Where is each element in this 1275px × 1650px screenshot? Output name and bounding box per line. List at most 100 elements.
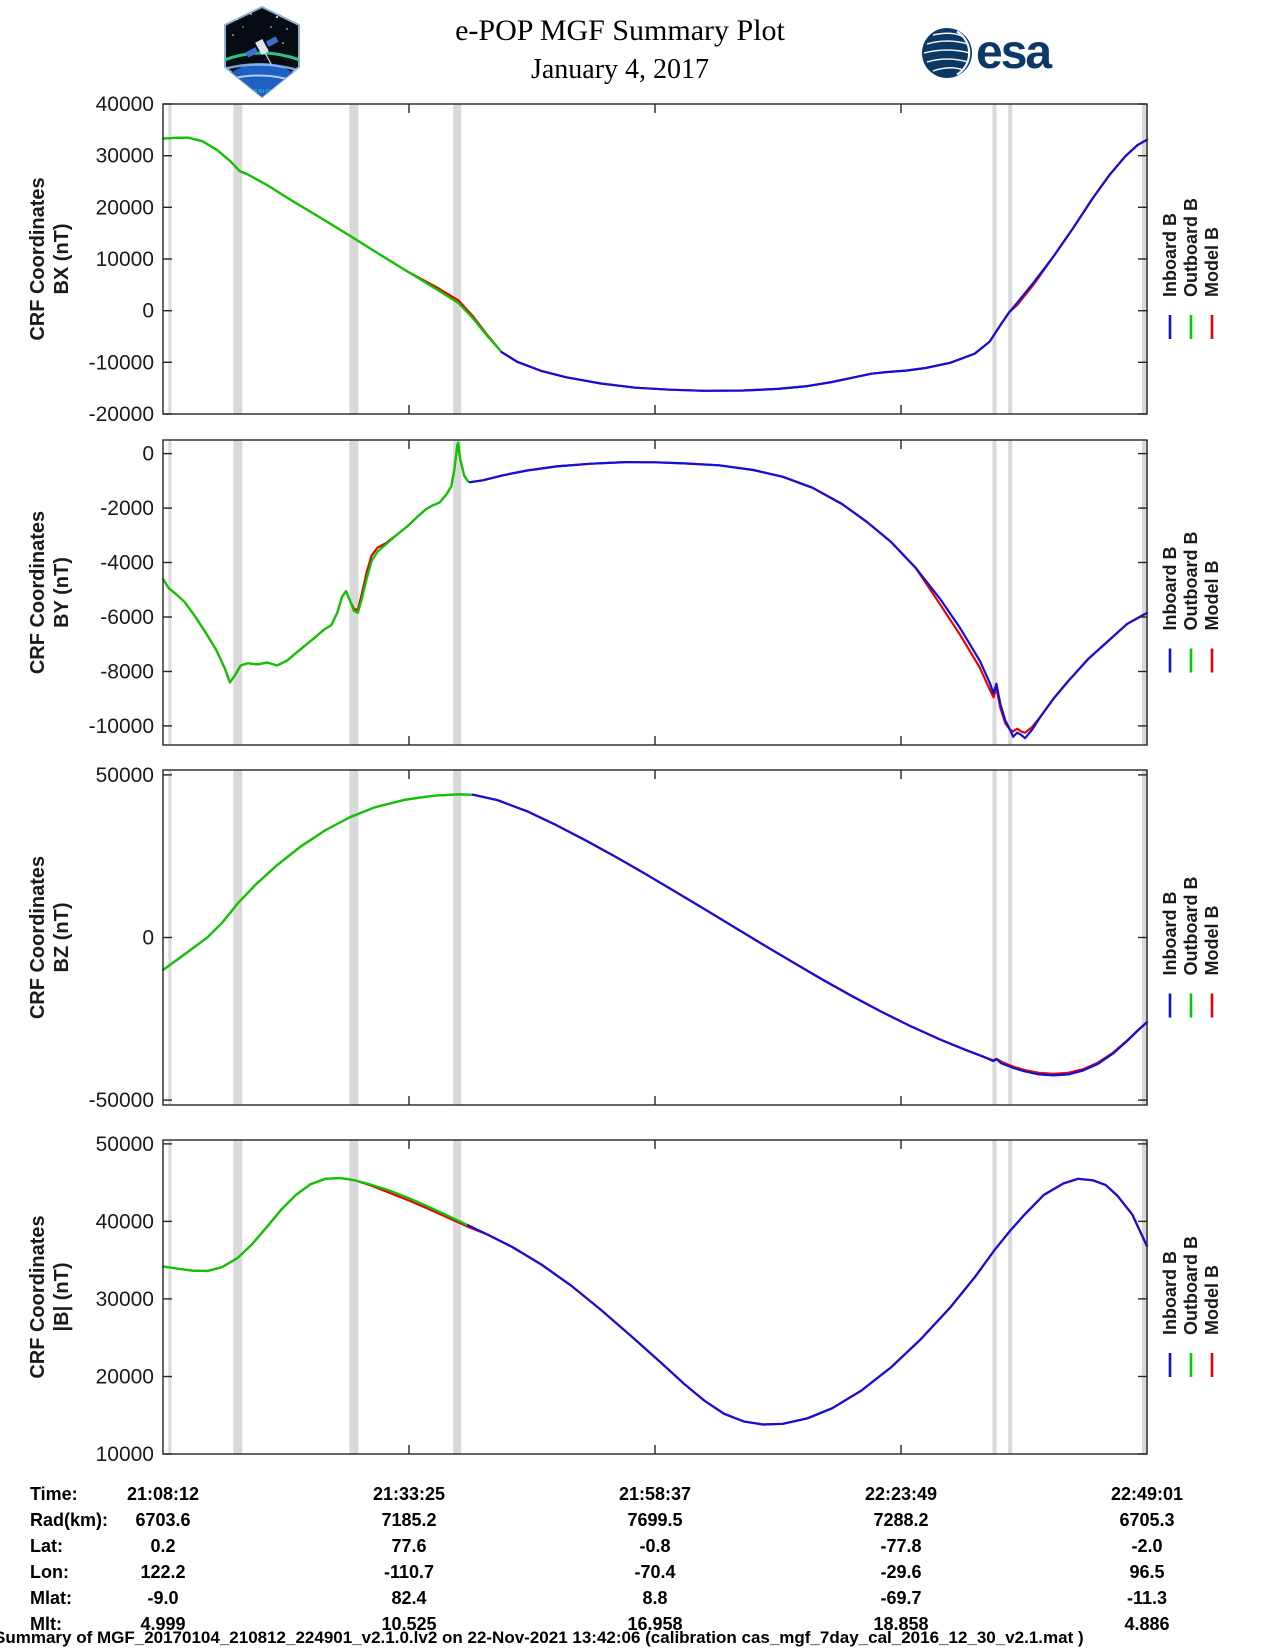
table-cell: 122.2	[140, 1562, 186, 1582]
data-gap-band	[453, 104, 462, 414]
data-gap-band	[1142, 1140, 1148, 1454]
table-cell: 4.886	[1124, 1614, 1170, 1634]
y-tick-label: -2000	[100, 497, 154, 520]
y-tick-label: -8000	[100, 661, 154, 684]
y-tick-label: -10000	[89, 351, 154, 374]
series-inboard-bmag	[466, 1177, 1149, 1426]
esa-globe-icon	[922, 28, 972, 78]
data-gap-band	[992, 1140, 997, 1454]
table-cell: -70.4	[634, 1562, 676, 1582]
mission-patch-logo: CASSIOPE	[221, 5, 303, 104]
y-tick-label: 50000	[96, 764, 154, 787]
table-cell: 16.958	[627, 1614, 683, 1634]
series-outboard-bx	[161, 136, 503, 354]
series-model-by	[161, 443, 1149, 734]
legend-label-inboard: Inboard B	[1160, 892, 1180, 976]
legend-label-outboard: Outboard B	[1181, 877, 1201, 976]
y-tick-label: 0	[142, 300, 154, 323]
y-tick-label: -4000	[100, 552, 154, 575]
data-gap-band	[453, 770, 462, 1105]
legend-label-model: Model B	[1202, 561, 1222, 631]
table-cell: -77.8	[880, 1536, 922, 1556]
data-gap-band	[168, 1140, 172, 1454]
y-tick-label: 40000	[96, 93, 154, 116]
y-tick-label: 20000	[96, 196, 154, 219]
table-row-radkm: Rad(km): 6703.6 7185.2 7699.5 7288.2 6705.3	[0, 1510, 1275, 1536]
table-cell: 21:58:37	[618, 1484, 692, 1504]
table-cell: 10.525	[381, 1614, 437, 1634]
data-gap-band	[1008, 770, 1013, 1105]
data-gap-band	[349, 770, 359, 1105]
table-cell: -11.3	[1126, 1588, 1168, 1608]
series-outboard-by	[161, 441, 472, 684]
table-row-lon: Lon: 122.2 -110.7 -70.4 -29.6 96.5	[0, 1562, 1275, 1588]
y-tick-label: 20000	[96, 1366, 154, 1389]
series-inboard-bz	[471, 793, 1149, 1077]
table-cell: 8.8	[642, 1588, 668, 1608]
table-cell: -29.6	[880, 1562, 922, 1582]
table-cell: 22:49:01	[1110, 1484, 1184, 1504]
data-gap-band	[453, 440, 462, 745]
data-gap-band	[1008, 104, 1013, 414]
table-cell: -0.8	[639, 1536, 671, 1556]
y-tick-label: 30000	[96, 145, 154, 168]
series-model-bmag	[161, 1176, 1149, 1426]
axis-label-bx-line1: CRF Coordinates	[27, 177, 49, 340]
table-cell: 0.2	[150, 1536, 176, 1556]
data-gap-band	[233, 440, 243, 745]
data-gap-band	[992, 440, 997, 745]
table-cell: 21:33:25	[372, 1484, 446, 1504]
table-cell: -69.7	[880, 1588, 922, 1608]
axis-label-by-line2: BY (nT)	[51, 557, 73, 628]
panel-frame-b	[162, 1139, 1148, 1455]
series-model-bx	[161, 136, 1149, 392]
y-tick-label: -20000	[89, 403, 154, 426]
table-cell: 21:08:12	[126, 1484, 200, 1504]
data-gap-band	[233, 104, 243, 414]
table-cell: 6705.3	[1119, 1510, 1175, 1530]
footer-summary-line: Summary of MGF_20170104_210812_224901_v2…	[0, 1628, 1084, 1647]
page-title: e-POP MGF Summary Plot	[455, 14, 785, 47]
series-inboard-by	[468, 461, 1149, 740]
table-row-label: Time:	[30, 1484, 78, 1504]
y-tick-label: -6000	[100, 606, 154, 629]
series-inboard-bx	[500, 138, 1149, 392]
panel-frame-bz	[162, 769, 1148, 1106]
data-gap-band	[992, 770, 997, 1105]
axis-label-bz-line1: CRF Coordinates	[27, 856, 49, 1019]
y-tick-label: 30000	[96, 1288, 154, 1311]
axis-label-b-line2: |B| (nT)	[51, 1263, 73, 1332]
legend-label-outboard: Outboard B	[1181, 1236, 1201, 1335]
y-tick-label: 50000	[96, 1133, 154, 1156]
legend-label-inboard: Inboard B	[1160, 547, 1180, 631]
data-gap-band	[1008, 1140, 1013, 1454]
axis-label-by-line1: CRF Coordinates	[27, 511, 49, 674]
table-cell: 7185.2	[381, 1510, 437, 1530]
data-gap-band	[349, 1140, 359, 1454]
patch-text: CASSIOPE	[244, 89, 280, 95]
patch-satellite-icon	[245, 36, 279, 65]
table-row-mlt: Mlt: 4.999 10.525 16.958 18.858 4.886	[0, 1614, 1275, 1640]
legend-label-model: Model B	[1202, 906, 1222, 976]
data-gap-band	[1142, 440, 1148, 745]
table-row-label: Lat:	[30, 1536, 63, 1556]
y-tick-label: 40000	[96, 1210, 154, 1233]
table-cell: 77.6	[391, 1536, 427, 1556]
legend-label-model: Model B	[1202, 227, 1222, 297]
y-tick-label: -50000	[89, 1089, 154, 1112]
table-cell: -9.0	[147, 1588, 179, 1608]
table-row-label: Lon:	[30, 1562, 69, 1582]
y-tick-label: -10000	[89, 715, 154, 738]
page-subtitle: January 4, 2017	[530, 54, 710, 85]
table-row-label: Mlt:	[30, 1614, 62, 1634]
y-tick-label: 10000	[96, 248, 154, 271]
legend-label-inboard: Inboard B	[1160, 213, 1180, 297]
axis-label-b-line1: CRF Coordinates	[27, 1215, 49, 1378]
esa-logo: esa	[920, 26, 1052, 80]
data-gap-band	[453, 1140, 462, 1454]
y-tick-label: 0	[142, 927, 154, 950]
table-cell: -2.0	[1131, 1536, 1163, 1556]
data-gap-band	[349, 440, 359, 745]
data-gap-band	[992, 104, 997, 414]
series-outboard-bz	[161, 793, 475, 972]
